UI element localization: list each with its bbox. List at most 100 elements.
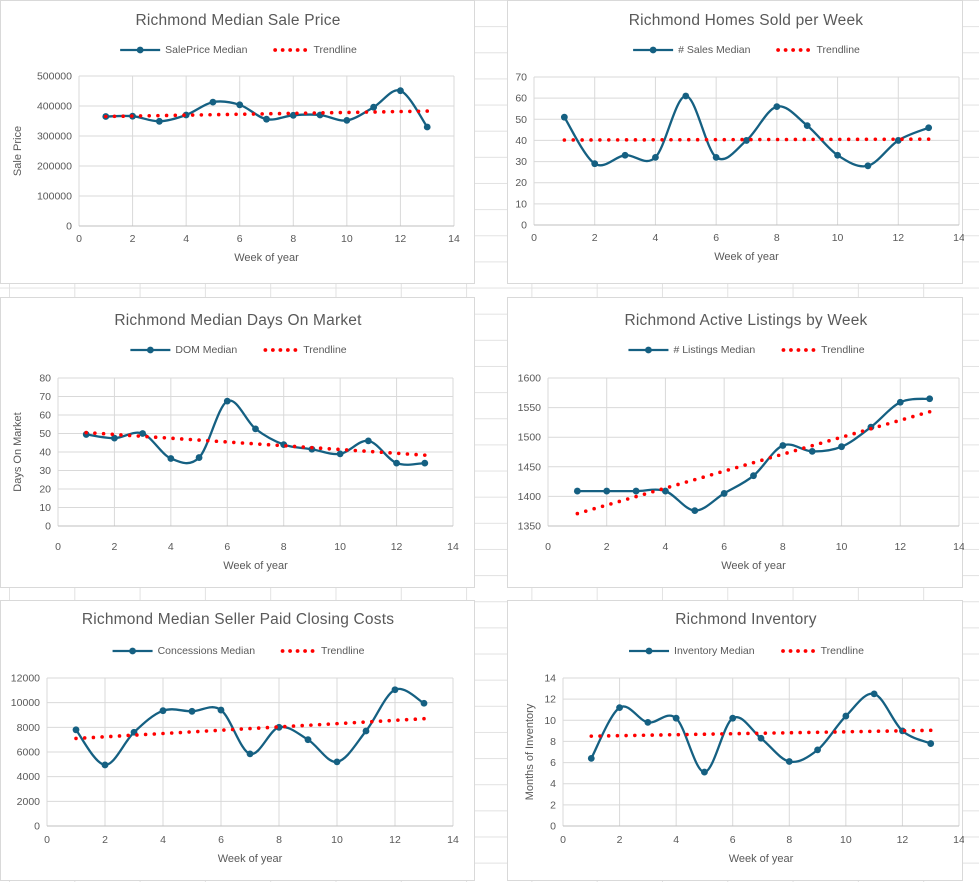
legend-label-series: # Listings Median	[673, 344, 756, 356]
svg-text:10: 10	[832, 232, 844, 244]
svg-text:8: 8	[786, 834, 792, 846]
svg-text:6: 6	[713, 232, 719, 244]
svg-text:40: 40	[515, 135, 527, 147]
svg-text:0: 0	[34, 821, 40, 833]
legend-line-marker-icon	[628, 646, 670, 656]
chart-median-sale-price[interactable]: Richmond Median Sale Price SalePrice Med…	[0, 0, 475, 284]
plot-area: 0 2 4 6 8 10 12 14 1350 1400 1450 1500 1550 1600	[518, 373, 964, 554]
legend-dotted-trendline-icon	[261, 345, 299, 355]
svg-text:100000: 100000	[37, 191, 72, 203]
svg-text:10: 10	[840, 834, 852, 846]
chart-active-listings-by-week[interactable]: Richmond Active Listings by Week # Listi…	[507, 297, 964, 588]
svg-text:400000: 400000	[37, 101, 72, 113]
svg-text:14: 14	[544, 673, 556, 685]
svg-text:1450: 1450	[518, 461, 542, 473]
svg-text:40: 40	[39, 447, 51, 459]
legend-line-marker-icon	[627, 345, 669, 355]
svg-text:8: 8	[780, 541, 786, 553]
svg-text:12: 12	[395, 233, 407, 245]
svg-text:4: 4	[550, 778, 556, 790]
svg-text:0: 0	[76, 233, 82, 245]
svg-text:10: 10	[331, 834, 343, 846]
legend-line-marker-icon	[112, 646, 154, 656]
svg-text:1350: 1350	[518, 521, 542, 533]
chart-legend: Concessions Median Trendline	[112, 645, 364, 657]
legend-label-series: SalePrice Median	[165, 44, 248, 56]
svg-text:14: 14	[447, 834, 459, 846]
svg-text:8: 8	[281, 541, 287, 553]
svg-text:2: 2	[592, 232, 598, 244]
svg-text:0: 0	[55, 541, 61, 553]
svg-text:14: 14	[953, 232, 964, 244]
x-axis-title: Week of year	[728, 853, 794, 865]
svg-text:20: 20	[39, 484, 51, 496]
svg-text:8: 8	[276, 834, 282, 846]
svg-text:12: 12	[391, 541, 403, 553]
chart-seller-paid-closing-costs[interactable]: Richmond Median Seller Paid Closing Cost…	[0, 600, 475, 881]
chart-title: Richmond Homes Sold per Week	[628, 12, 864, 29]
svg-text:20: 20	[515, 177, 527, 189]
chart-title: Richmond Median Days On Market	[114, 312, 362, 329]
svg-text:8: 8	[774, 232, 780, 244]
svg-text:12: 12	[892, 232, 904, 244]
svg-text:2: 2	[550, 799, 556, 811]
chart-legend: DOM Median Trendline	[129, 344, 347, 356]
svg-text:0: 0	[531, 232, 537, 244]
svg-text:0: 0	[44, 834, 50, 846]
legend-dotted-trendline-icon	[279, 646, 317, 656]
svg-text:6: 6	[237, 233, 243, 245]
svg-text:30: 30	[39, 465, 51, 477]
chart-homes-sold-per-week[interactable]: Richmond Homes Sold per Week # Sales Med…	[507, 0, 964, 284]
svg-text:12000: 12000	[11, 673, 40, 685]
svg-text:50: 50	[515, 114, 527, 126]
plot-area: 0 2 4 6 8 10 12 14 0 10 20 30 40 50 60 70 80	[39, 373, 459, 554]
chart-legend: # Listings Median Trendline	[627, 344, 865, 356]
legend-line-marker-icon	[632, 45, 674, 55]
chart-legend: Inventory Median Trendline	[628, 645, 864, 657]
svg-text:8000: 8000	[17, 722, 41, 734]
svg-text:10000: 10000	[11, 697, 40, 709]
chart-inventory[interactable]: Richmond Inventory Inventory Median Tren…	[507, 600, 964, 881]
svg-text:6000: 6000	[17, 747, 41, 759]
svg-text:4: 4	[183, 233, 189, 245]
svg-text:4: 4	[653, 232, 659, 244]
svg-text:14: 14	[953, 541, 964, 553]
svg-text:6: 6	[224, 541, 230, 553]
legend-label-trendline: Trendline	[313, 44, 357, 56]
svg-text:6: 6	[550, 757, 556, 769]
svg-text:8: 8	[290, 233, 296, 245]
chart-title: Richmond Inventory	[675, 611, 817, 628]
svg-text:0: 0	[560, 834, 566, 846]
svg-text:14: 14	[953, 834, 964, 846]
svg-text:0: 0	[45, 521, 51, 533]
plot-area: 0 2 4 6 8 10 12 14 0 100000 200000 300000 400000 5000…	[37, 71, 460, 246]
svg-text:12: 12	[897, 834, 909, 846]
svg-text:1550: 1550	[518, 402, 542, 414]
legend-label-trendline: Trendline	[816, 44, 860, 56]
svg-text:500000: 500000	[37, 71, 72, 83]
svg-text:6: 6	[730, 834, 736, 846]
svg-text:300000: 300000	[37, 131, 72, 143]
svg-text:6: 6	[721, 541, 727, 553]
legend-label-trendline: Trendline	[821, 344, 865, 356]
legend-label-trendline: Trendline	[303, 344, 347, 356]
svg-text:50: 50	[39, 428, 51, 440]
svg-text:6: 6	[218, 834, 224, 846]
legend-line-marker-icon	[129, 345, 171, 355]
svg-text:0: 0	[66, 221, 72, 233]
chart-legend: # Sales Median Trendline	[632, 44, 860, 56]
svg-text:2: 2	[102, 834, 108, 846]
svg-text:1600: 1600	[518, 373, 542, 385]
svg-text:10: 10	[334, 541, 346, 553]
svg-text:4: 4	[663, 541, 669, 553]
svg-text:14: 14	[448, 233, 460, 245]
chart-median-days-on-market[interactable]: Richmond Median Days On Market DOM Media…	[0, 297, 475, 588]
svg-text:1400: 1400	[518, 491, 542, 503]
legend-label-trendline: Trendline	[820, 645, 864, 657]
legend-dotted-trendline-icon	[779, 345, 817, 355]
x-axis-title: Week of year	[714, 251, 779, 263]
svg-text:2: 2	[130, 233, 136, 245]
svg-text:14: 14	[447, 541, 459, 553]
x-axis-title: Week of year	[721, 560, 786, 572]
